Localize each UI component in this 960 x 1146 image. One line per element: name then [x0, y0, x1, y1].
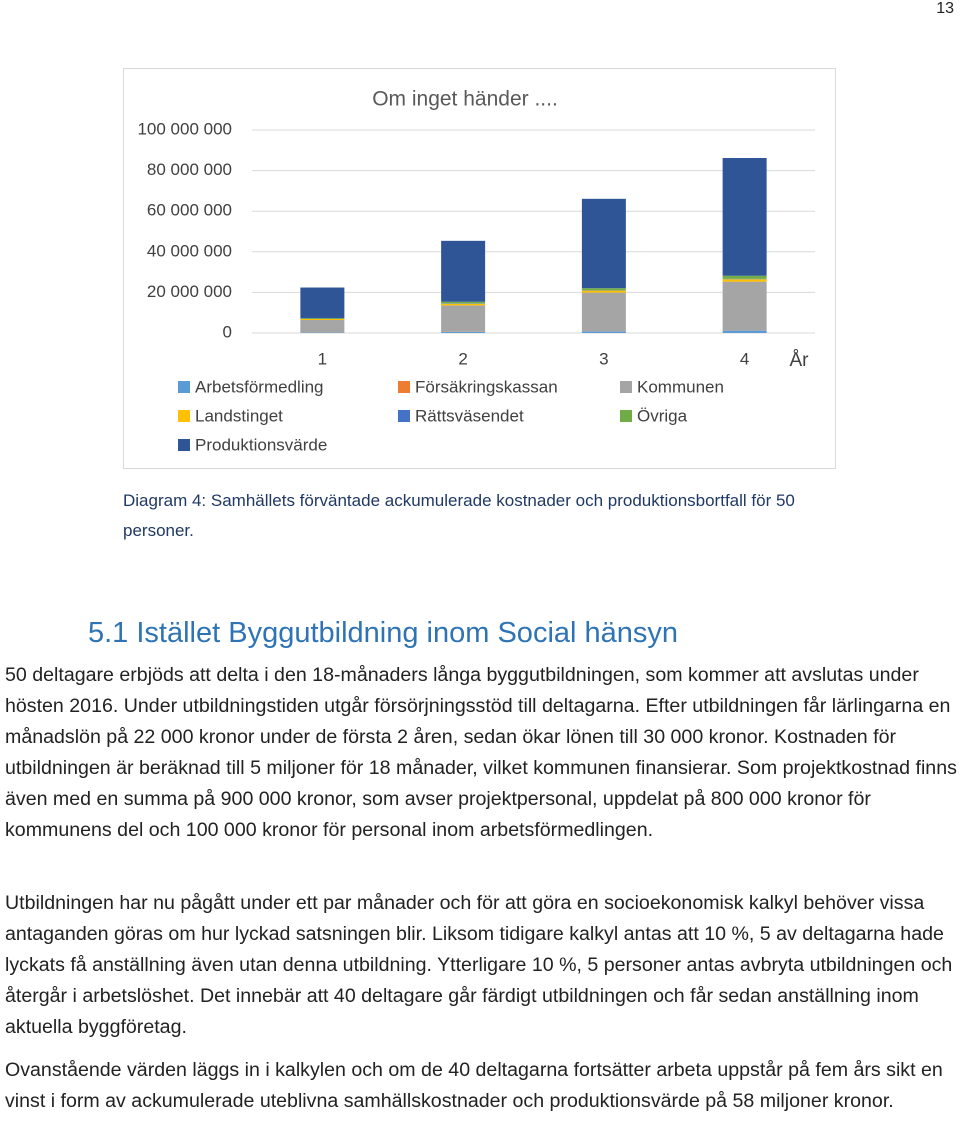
- paragraph: 50 deltagare erbjöds att delta i den 18-…: [5, 664, 957, 841]
- bar-segment: [581, 288, 626, 291]
- page-number: 13: [936, 0, 954, 17]
- bar-segment: [722, 281, 767, 331]
- legend-label: Rättsväsendet: [415, 406, 524, 425]
- y-tick-label: 40 000 000: [147, 241, 232, 260]
- bar-segment: [722, 279, 767, 282]
- bar-segment: [722, 158, 767, 276]
- bar-segment: [581, 198, 626, 289]
- y-tick-label: 20 000 000: [147, 282, 232, 301]
- paragraph: Utbildningen har nu pågått under ett par…: [5, 892, 953, 1038]
- legend-label: Försäkringskassan: [415, 377, 558, 396]
- bar-segment: [300, 317, 345, 319]
- y-tick-label: 80 000 000: [147, 160, 232, 179]
- legend-swatch: [178, 381, 190, 393]
- bar-segment: [722, 330, 767, 333]
- legend-swatch: [398, 381, 410, 393]
- paragraph: Ovanstående värden läggs in i kalkylen o…: [5, 1059, 943, 1112]
- bar-segment: [581, 292, 626, 332]
- chart-title: Om inget händer ....: [372, 88, 558, 111]
- bar-segment: [441, 331, 486, 333]
- bar-segment: [300, 320, 345, 333]
- bar-segment: [581, 331, 626, 333]
- bar-segment: [300, 332, 345, 333]
- legend-label: Övriga: [637, 406, 688, 425]
- legend-label: Produktionsvärde: [195, 435, 327, 454]
- bar-segment: [300, 287, 345, 318]
- x-axis-title: År: [790, 350, 810, 371]
- bar-segment: [581, 290, 626, 293]
- x-tick-label: 4: [740, 349, 749, 368]
- bar-segment: [722, 275, 767, 279]
- y-tick-label: 100 000 000: [137, 119, 232, 138]
- bar-segment: [441, 303, 486, 306]
- legend-swatch: [178, 439, 190, 451]
- heading: 5.1 Istället Byggutbildning inom Social …: [88, 617, 679, 649]
- legend-swatch: [620, 410, 632, 422]
- legend-label: Kommunen: [637, 377, 724, 396]
- y-tick-label: 0: [223, 322, 232, 341]
- legend-label: Arbetsförmedling: [195, 377, 324, 396]
- bar-segment: [441, 305, 486, 332]
- x-tick-label: 1: [318, 349, 327, 368]
- x-tick-label: 2: [458, 349, 467, 368]
- legend-swatch: [620, 381, 632, 393]
- bar-segment: [441, 240, 486, 302]
- bar-segment: [441, 301, 486, 304]
- bar-segment: [300, 318, 345, 321]
- legend-swatch: [178, 410, 190, 422]
- chart: Om inget händer .... År 0 20 000 000 40 00…: [123, 68, 836, 469]
- legend-label: Landstinget: [195, 406, 283, 425]
- caption: Diagram 4: Samhällets förväntade ackumul…: [123, 491, 795, 540]
- y-tick-label: 60 000 000: [147, 201, 232, 220]
- x-tick-label: 3: [599, 349, 608, 368]
- legend-swatch: [398, 410, 410, 422]
